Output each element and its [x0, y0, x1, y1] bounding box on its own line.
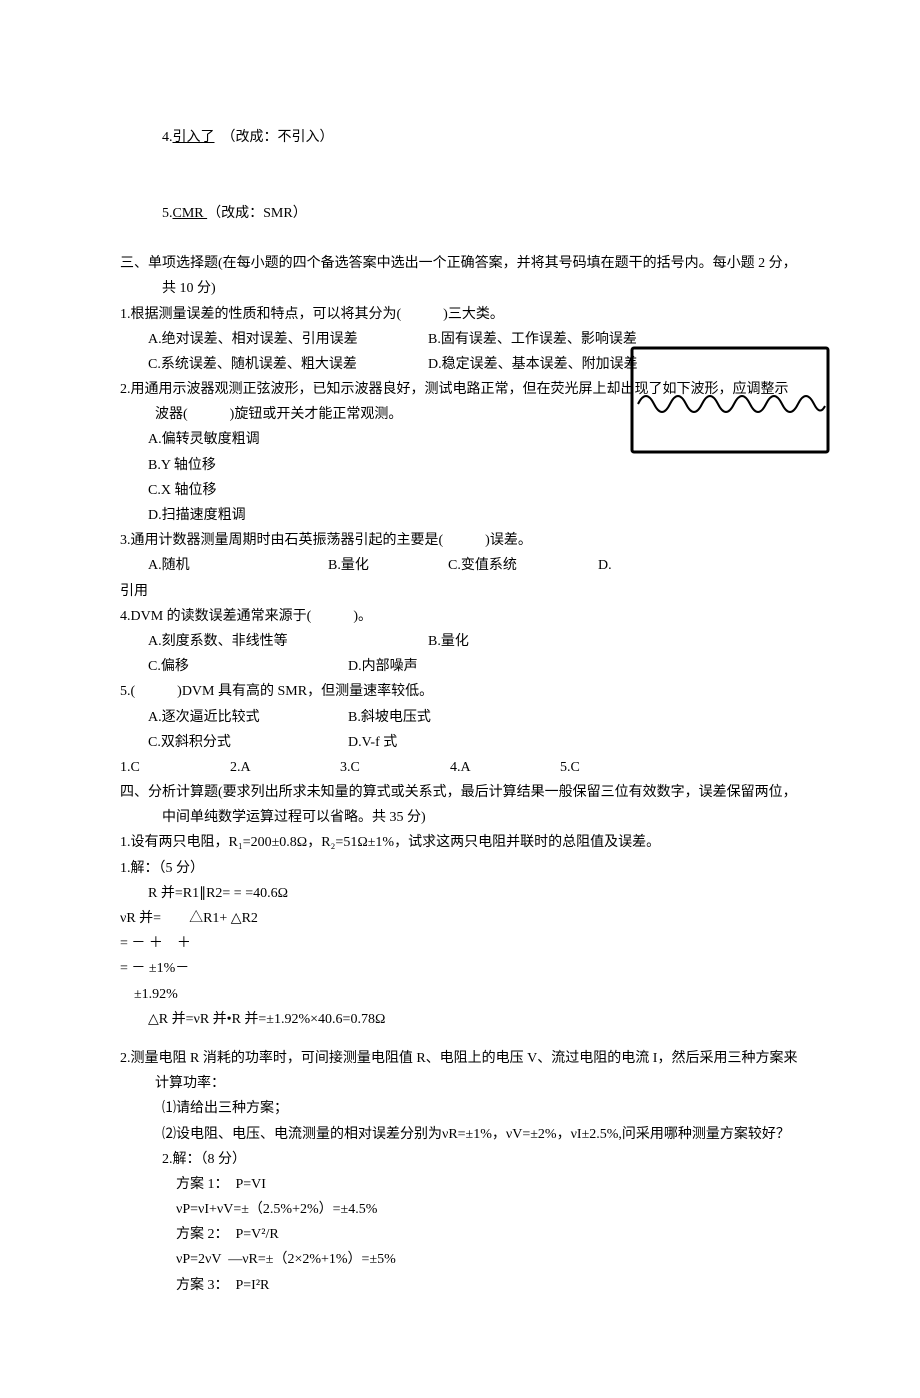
- q5-opt-b: B.斜坡电压式: [348, 705, 431, 730]
- ans-2: 2.A: [230, 755, 340, 780]
- q3-opt-b: B.量化: [328, 553, 448, 578]
- waveform-svg: [630, 346, 830, 454]
- q4-options-row2: C.偏移 D.内部噪声: [120, 654, 800, 679]
- s4-q1-line5: ±1.92%: [120, 982, 800, 1007]
- scope-border: [632, 348, 828, 452]
- s4-q2-plan3: 方案 3： P=I²R: [120, 1273, 800, 1298]
- q5-opt-a: A.逐次逼近比较式: [148, 705, 348, 730]
- correction-4-note: （改成：不引入）: [229, 130, 334, 145]
- q5-options-row1: A.逐次逼近比较式 B.斜坡电压式: [120, 705, 800, 730]
- correction-4-num: 4.: [162, 130, 173, 145]
- answers-row: 1.C 2.A 3.C 4.A 5.C: [120, 755, 800, 780]
- s4-q1-line3: = － ＋ ＋: [120, 931, 800, 956]
- waveform-path: [638, 396, 825, 412]
- q3-extra: 引用: [120, 579, 800, 604]
- s4-q2-plan2: 方案 2： P=V²/R: [120, 1222, 800, 1247]
- section-4-header: 四、分析计算题(要求列出所求未知量的算式或关系式，最后计算结果一般保留三位有效数…: [120, 780, 800, 830]
- s4-q2-plan2-err: νP=2νV —νR=±（2×2%+1%）=±5%: [120, 1247, 800, 1272]
- ans-4: 4.A: [450, 755, 560, 780]
- q2-opt-b: B.Y 轴位移: [120, 453, 800, 478]
- s4-q1-line6: △R 并=νR 并•R 并=±1.92%×40.6=0.78Ω: [120, 1007, 800, 1032]
- q4-opt-a: A.刻度系数、非线性等: [148, 629, 428, 654]
- s4-q1-stem: 1.设有两只电阻，R₁=200±0.8Ω，R₂=51Ω±1%，试求这两只电阻并联…: [120, 830, 800, 855]
- q3-stem: 3.通用计数器测量周期时由石英振荡器引起的主要是( )误差。: [120, 528, 800, 553]
- correction-4-underlined: 引入了: [173, 130, 215, 145]
- correction-5-num: 5.: [162, 206, 173, 221]
- s4-q1-sol-label: 1.解：（5 分）: [120, 856, 800, 881]
- q4-opt-d: D.内部噪声: [348, 654, 418, 679]
- q4-opt-b: B.量化: [428, 629, 800, 654]
- correction-5-underlined: CMR: [173, 206, 208, 221]
- q3-opt-c: C.变值系统: [448, 553, 598, 578]
- s4-q2-plan1: 方案 1： P=VI: [120, 1172, 800, 1197]
- ans-5: 5.C: [560, 755, 670, 780]
- correction-item-5: 5.CMR （改成：SMR）: [120, 176, 800, 252]
- section-3-header: 三、单项选择题(在每小题的四个备选答案中选出一个正确答案，并将其号码填在题干的括…: [120, 251, 800, 301]
- s4-q2-sub1: ⑴请给出三种方案；: [120, 1096, 800, 1121]
- q3-options-row: A.随机 B.量化 C.变值系统 D.: [120, 553, 800, 578]
- q3-opt-a: A.随机: [148, 553, 328, 578]
- correction-5-note: （改成：SMR）: [207, 206, 307, 221]
- q5-stem: 5.( )DVM 具有高的 SMR，但测量速率较低。: [120, 679, 800, 704]
- ans-3: 3.C: [340, 755, 450, 780]
- q4-stem: 4.DVM 的读数误差通常来源于( )。: [120, 604, 800, 629]
- q2-opt-c: C.X 轴位移: [120, 478, 800, 503]
- q5-opt-d: D.V-f 式: [348, 730, 397, 755]
- q1-stem: 1.根据测量误差的性质和特点，可以将其分为( )三大类。: [120, 302, 800, 327]
- q5-options-row2: C.双斜积分式 D.V-f 式: [120, 730, 800, 755]
- s4-q1-line1: R 并=R1∥R2= = =40.6Ω: [120, 881, 800, 906]
- q1-opt-a: A.绝对误差、相对误差、引用误差: [148, 327, 428, 352]
- q4-options-row1: A.刻度系数、非线性等 B.量化: [120, 629, 800, 654]
- s4-q1-line2: νR 并= △R1+ △R2: [120, 906, 800, 931]
- q4-opt-c: C.偏移: [148, 654, 348, 679]
- spacer: [120, 1032, 800, 1046]
- q5-opt-c: C.双斜积分式: [148, 730, 348, 755]
- ans-1: 1.C: [120, 755, 230, 780]
- s4-q2-stem: 2.测量电阻 R 消耗的功率时，可间接测量电阻值 R、电阻上的电压 V、流过电阻…: [120, 1046, 800, 1096]
- s4-q2-plan1-err: νP=νI+νV=±（2.5%+2%）=±4.5%: [120, 1197, 800, 1222]
- oscilloscope-waveform-diagram: [630, 346, 830, 454]
- s4-q2-sub2: ⑵设电阻、电压、电流测量的相对误差分别为νR=±1%，νV=±2%，νI±2.5…: [120, 1122, 800, 1147]
- s4-q1-line4: = － ±1%－: [120, 956, 800, 981]
- q3-opt-d: D.: [598, 553, 612, 578]
- s4-q2-sol-label: 2.解：（8 分）: [120, 1147, 800, 1172]
- q2-opt-d: D.扫描速度粗调: [120, 503, 800, 528]
- q1-opt-c: C.系统误差、随机误差、粗大误差: [148, 352, 428, 377]
- correction-item-4: 4.引入了 （改成：不引入）: [120, 100, 800, 176]
